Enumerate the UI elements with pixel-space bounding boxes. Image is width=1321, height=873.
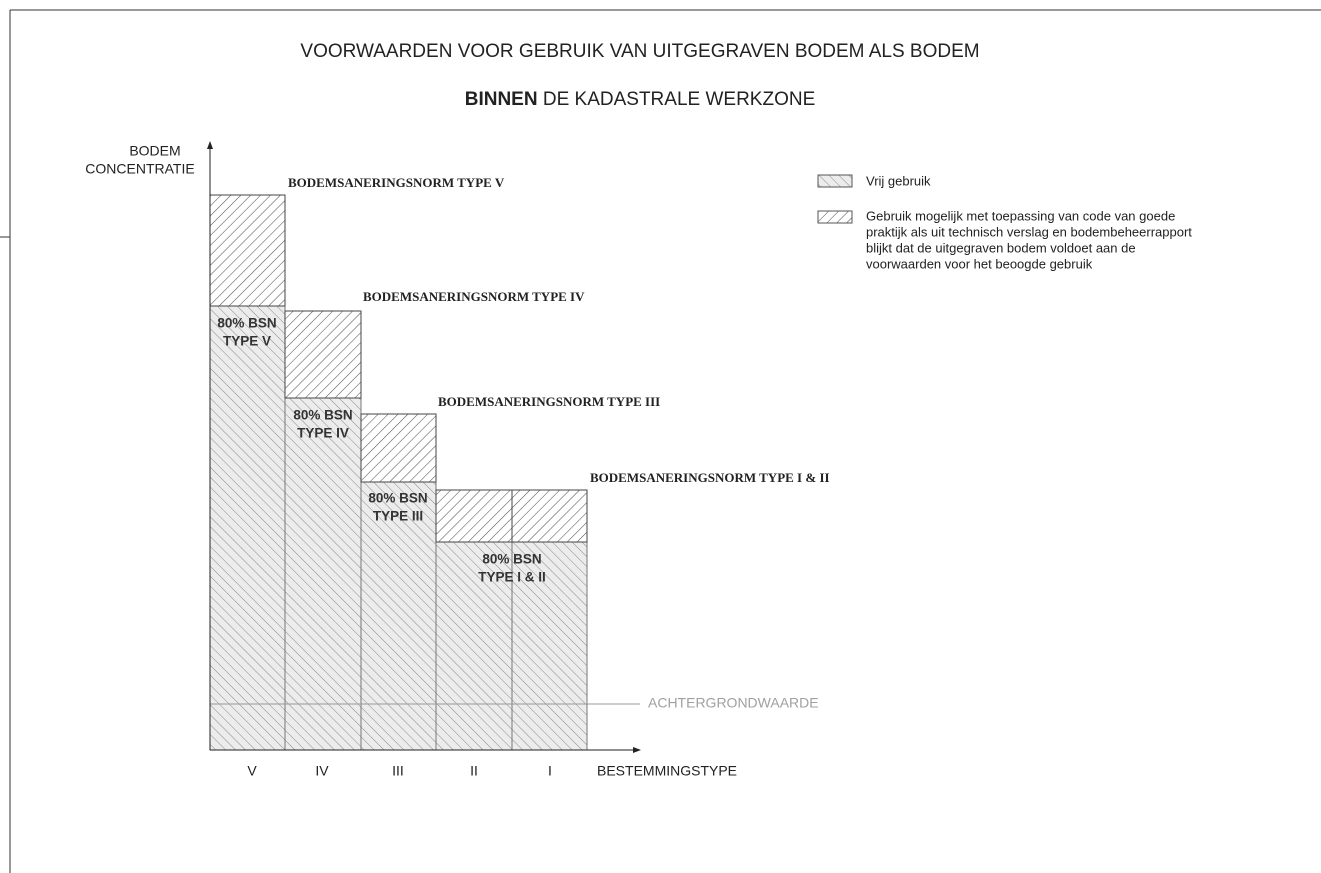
legend-text: blijkt dat de uitgegraven bodem voldoet … — [866, 240, 1136, 255]
norm-label: BODEMSANERINGSNORM TYPE I & II — [590, 470, 830, 485]
y-axis-label: CONCENTRATIE — [85, 161, 194, 177]
legend-text: voorwaarden voor het beoogde gebruik — [866, 256, 1093, 271]
bsn-label: TYPE I & II — [478, 570, 546, 585]
bsn-label: 80% BSN — [368, 491, 427, 506]
frame — [0, 9, 1321, 873]
bsn-label: 80% BSN — [293, 408, 352, 423]
legend-swatch — [817, 174, 853, 188]
background-label: ACHTERGRONDWAARDE — [648, 695, 819, 711]
bsn-label: TYPE IV — [297, 426, 349, 441]
norm-label: BODEMSANERINGSNORM TYPE IV — [363, 289, 585, 304]
norm-label: BODEMSANERINGSNORM TYPE V — [288, 175, 505, 190]
bsn-label: TYPE III — [373, 509, 423, 524]
category: IV — [315, 763, 329, 779]
legend-text: praktijk als uit technisch verslag en bo… — [866, 224, 1192, 239]
subtitle: BINNEN DE KADASTRALE WERKZONE — [465, 89, 816, 110]
title: VOORWAARDEN VOOR GEBRUIK VAN UITGEGRAVEN… — [300, 41, 979, 62]
bsn-label: 80% BSN — [217, 316, 276, 331]
category: V — [247, 763, 257, 779]
y-axis-label: BODEM — [129, 143, 180, 159]
bsn-label: TYPE V — [223, 334, 271, 349]
x-axis-label: BESTEMMINGSTYPE — [597, 763, 737, 779]
columns — [209, 194, 640, 751]
category: III — [392, 763, 404, 779]
legend-swatch — [817, 210, 853, 224]
legend-text: Vrij gebruik — [866, 173, 931, 188]
norm-label: BODEMSANERINGSNORM TYPE III — [438, 394, 660, 409]
bsn-label: 80% BSN — [482, 552, 541, 567]
category: I — [548, 763, 552, 779]
legend-text: Gebruik mogelijk met toepassing van code… — [866, 208, 1175, 223]
category: II — [470, 763, 478, 779]
subtitle-rest: DE KADASTRALE WERKZONE — [538, 89, 816, 110]
subtitle-bold: BINNEN — [465, 89, 538, 110]
